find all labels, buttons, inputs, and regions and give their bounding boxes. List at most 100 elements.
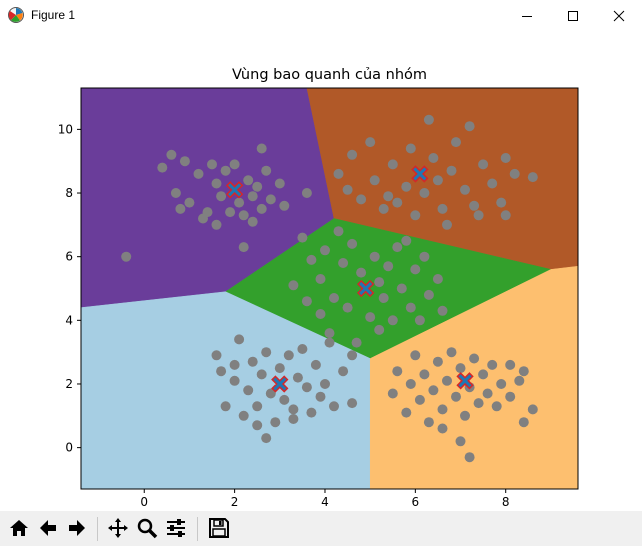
toolbar-separator: [197, 517, 198, 541]
data-point: [401, 181, 412, 192]
x-tick-label: 8: [502, 495, 510, 509]
y-tick-label: 10: [58, 122, 73, 136]
data-point: [405, 143, 416, 154]
data-point: [410, 210, 421, 221]
data-point: [387, 315, 398, 326]
data-point: [229, 159, 240, 170]
data-point: [527, 172, 538, 183]
data-point: [423, 114, 434, 125]
data-point: [225, 207, 236, 218]
configure-subplots-button[interactable]: [163, 515, 189, 541]
data-point: [288, 404, 299, 415]
data-point: [216, 366, 227, 377]
data-point: [342, 302, 353, 313]
toolbar-separator: [97, 517, 98, 541]
data-point: [442, 219, 452, 230]
data-point: [428, 385, 439, 396]
data-point: [469, 200, 480, 211]
home-button[interactable]: [6, 515, 32, 541]
data-point: [256, 369, 267, 380]
data-point: [405, 379, 416, 389]
data-point: [315, 391, 326, 402]
data-point: [446, 347, 457, 358]
data-point: [247, 216, 258, 227]
back-icon: [40, 520, 56, 536]
back-button[interactable]: [35, 515, 61, 541]
data-point: [437, 203, 448, 214]
minimize-button[interactable]: [504, 0, 550, 31]
data-point: [270, 417, 281, 428]
data-point: [419, 369, 430, 380]
data-point: [207, 159, 217, 170]
matplotlib-icon: [7, 6, 25, 24]
data-point: [256, 143, 267, 154]
data-point: [338, 366, 349, 377]
pan-icon: [108, 518, 128, 538]
data-point: [518, 366, 529, 377]
centroid-marker-4: [271, 375, 289, 393]
zoom-button[interactable]: [134, 515, 160, 541]
data-point: [365, 312, 376, 323]
minimize-icon: [522, 15, 532, 17]
data-point: [338, 258, 349, 268]
y-tick-label: 6: [65, 250, 73, 264]
data-point: [401, 235, 412, 246]
save-button[interactable]: [206, 515, 232, 541]
maximize-button[interactable]: [550, 0, 596, 31]
data-point: [405, 302, 416, 313]
data-point: [514, 375, 525, 386]
data-point: [220, 165, 231, 176]
data-point: [243, 175, 254, 186]
forward-icon: [69, 520, 85, 536]
data-point: [392, 197, 403, 208]
data-point: [243, 385, 254, 396]
data-point: [252, 181, 263, 192]
data-point: [383, 261, 394, 272]
data-point: [442, 375, 452, 386]
data-point: [410, 264, 421, 275]
data-point: [292, 372, 303, 383]
data-point: [238, 410, 249, 421]
data-point: [432, 175, 443, 186]
close-icon: [613, 10, 625, 21]
data-point: [482, 388, 493, 399]
x-tick-label: 6: [412, 495, 420, 509]
data-point: [238, 210, 249, 221]
data-point: [211, 219, 222, 230]
data-point: [464, 452, 475, 463]
data-point: [464, 121, 475, 132]
data-point: [175, 203, 186, 214]
data-point: [301, 382, 312, 393]
data-point: [414, 394, 425, 405]
pan-button[interactable]: [105, 515, 131, 541]
data-point: [387, 388, 398, 399]
data-point: [310, 359, 321, 370]
data-point: [261, 433, 272, 444]
data-point: [347, 238, 358, 249]
forward-button[interactable]: [64, 515, 90, 541]
data-point: [496, 379, 507, 389]
data-point: [423, 417, 434, 428]
data-point: [324, 328, 335, 339]
data-point: [170, 188, 181, 198]
data-point: [387, 159, 398, 170]
y-tick-label: 8: [65, 186, 73, 200]
data-point: [211, 178, 222, 189]
close-button[interactable]: [596, 0, 642, 31]
data-point: [333, 226, 344, 237]
data-point: [329, 401, 339, 412]
data-point: [410, 350, 421, 361]
figure-canvas[interactable]: 0 2 4 6 8 0 2 4 6 8 10 Vùng bao quanh của nhóm: [0, 31, 642, 511]
data-point: [432, 356, 443, 367]
data-point: [347, 398, 358, 409]
data-point: [301, 188, 312, 198]
data-point: [252, 420, 263, 431]
data-point: [301, 296, 312, 307]
data-point: [432, 274, 443, 284]
window-title: Figure 1: [31, 8, 76, 22]
data-point: [383, 191, 394, 202]
data-point: [247, 191, 258, 202]
data-point: [193, 168, 204, 179]
data-point: [247, 356, 258, 367]
data-point: [505, 391, 516, 402]
